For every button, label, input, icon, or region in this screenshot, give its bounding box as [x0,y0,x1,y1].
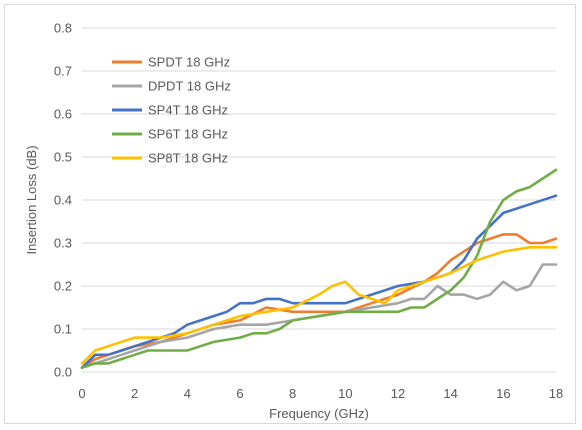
y-tick-label: 0.4 [54,193,72,208]
gridlines [82,27,556,373]
y-axis-ticks: 0.0 0.1 0.2 0.3 0.4 0.5 0.6 0.7 0.8 [54,21,72,380]
x-tick-label: 12 [391,386,405,401]
legend: SPDT 18 GHz DPDT 18 GHz SP4T 18 GHz SP6T 18… [112,55,231,166]
x-tick-label: 18 [549,386,563,401]
y-tick-label: 0.2 [54,279,72,294]
series-line-5 [80,246,558,365]
y-axis-title: Insertion Loss (dB) [24,145,39,254]
x-tick-label: 0 [78,386,85,401]
legend-label: SPDT 18 GHz [148,55,230,70]
x-tick-label: 4 [184,386,191,401]
legend-label: DPDT 18 GHz [148,79,231,94]
series-line-1 [80,233,558,370]
x-tick-label: 6 [236,386,243,401]
x-tick-label: 16 [496,386,510,401]
series-line-2 [80,263,558,370]
x-tick-label: 14 [443,386,457,401]
x-axis-ticks: 0 2 4 6 8 10 12 14 16 18 [78,386,563,401]
x-tick-label: 10 [338,386,352,401]
series-line-4 [80,168,558,370]
y-tick-label: 0.0 [54,365,72,380]
legend-label: SP6T 18 GHz [148,127,228,142]
y-tick-label: 0.7 [54,64,72,79]
y-tick-label: 0.5 [54,150,72,165]
series-lines [80,168,558,370]
y-tick-label: 0.8 [54,21,72,36]
legend-label: SP4T 18 GHz [148,103,228,118]
y-tick-label: 0.6 [54,107,72,122]
x-tick-label: 8 [289,386,296,401]
y-tick-label: 0.1 [54,322,72,337]
x-axis-title: Frequency (GHz) [269,406,369,421]
y-tick-label: 0.3 [54,236,72,251]
legend-label: SP8T 18 GHz [148,151,228,166]
x-tick-label: 2 [131,386,138,401]
